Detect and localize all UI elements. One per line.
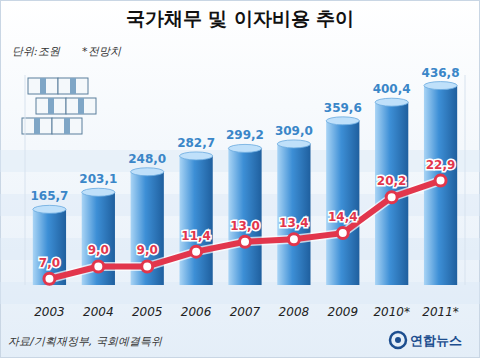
bar-cap bbox=[33, 205, 66, 213]
line-label: 13,0 bbox=[230, 219, 260, 233]
bar-cap bbox=[228, 144, 261, 152]
bar-label: 436,8 bbox=[422, 66, 460, 80]
source: 자료/기획재정부, 국회예결특위 bbox=[8, 335, 163, 348]
subtitle: 단위:조원 bbox=[12, 45, 61, 58]
money-band bbox=[70, 78, 76, 94]
bar bbox=[326, 121, 359, 285]
bar bbox=[179, 156, 212, 285]
background bbox=[0, 0, 480, 358]
money-band bbox=[40, 78, 46, 94]
line-marker bbox=[142, 261, 153, 272]
money-bundle bbox=[28, 78, 58, 94]
x-tick-label: 2004 bbox=[83, 305, 114, 319]
x-tick-label: 2010* bbox=[373, 305, 410, 319]
x-tick-label: 2008 bbox=[279, 305, 310, 319]
money-bundle bbox=[66, 98, 96, 114]
line-marker bbox=[288, 234, 299, 245]
stripe bbox=[0, 282, 480, 304]
bar-label: 282,7 bbox=[177, 136, 215, 150]
line-label: 13,4 bbox=[279, 216, 309, 230]
x-tick-label: 2003 bbox=[34, 305, 65, 319]
bar-label: 203,1 bbox=[79, 172, 117, 186]
x-tick-label: 2011* bbox=[422, 305, 459, 319]
bar-cap bbox=[375, 98, 408, 106]
bar-label: 359,6 bbox=[324, 101, 362, 115]
money-band bbox=[48, 98, 54, 114]
line bbox=[49, 181, 440, 279]
line-marker bbox=[191, 246, 202, 257]
bar-label: 400,4 bbox=[373, 82, 411, 96]
line-label: 20,2 bbox=[377, 174, 407, 188]
line-marker bbox=[386, 192, 397, 203]
line-label: 22,9 bbox=[426, 158, 456, 172]
money-band bbox=[78, 98, 84, 114]
logo-mark bbox=[390, 332, 406, 348]
border bbox=[1, 1, 480, 358]
line-label: 9,0 bbox=[137, 243, 158, 257]
bar-cap bbox=[277, 140, 310, 148]
money-bundle bbox=[52, 118, 82, 134]
y-axis-line bbox=[25, 75, 26, 285]
bar-cap bbox=[179, 152, 212, 160]
line-marker bbox=[240, 236, 251, 247]
bar-cap bbox=[326, 117, 359, 125]
line-marker bbox=[435, 175, 446, 186]
logo: 연합뉴스 bbox=[390, 332, 462, 348]
logo-dot bbox=[395, 337, 401, 343]
money-band bbox=[64, 118, 70, 134]
chart: 국가채무 및 이자비용 추이단위:조원 *전망치 165,7 203,1 248,0 28… bbox=[0, 0, 480, 358]
bar-cap bbox=[424, 82, 457, 90]
money-icon bbox=[22, 78, 96, 134]
bar-cap bbox=[82, 188, 115, 196]
line-marker bbox=[44, 273, 55, 284]
x-tick-label: 2007 bbox=[230, 305, 261, 319]
money-bundle bbox=[58, 78, 88, 94]
credit: 연합뉴스 bbox=[410, 333, 462, 348]
line-marker bbox=[337, 228, 348, 239]
bar-label: 165,7 bbox=[30, 189, 68, 203]
x-tick-label: 2009 bbox=[328, 305, 359, 319]
annotation: *전망치 bbox=[82, 45, 122, 58]
line-label: 14,4 bbox=[328, 210, 358, 224]
title: 국가채무 및 이자비용 추이 bbox=[126, 7, 355, 29]
x-tick-label: 2006 bbox=[181, 305, 212, 319]
line-label: 9,0 bbox=[88, 243, 109, 257]
bar-label: 248,0 bbox=[128, 152, 166, 166]
line-label: 7,0 bbox=[39, 256, 60, 270]
line-marker bbox=[93, 261, 104, 272]
money-bundle bbox=[36, 98, 66, 114]
lines bbox=[44, 175, 446, 284]
bar-label: 299,2 bbox=[226, 128, 264, 142]
data-labels: 165,7 203,1 248,0 282,7 299,2 309,0 359,6 400,4… bbox=[30, 66, 459, 270]
bar bbox=[228, 148, 261, 285]
bar bbox=[277, 144, 310, 285]
line-label: 11,4 bbox=[181, 229, 211, 243]
bars bbox=[33, 82, 457, 285]
y2-axis-line bbox=[465, 75, 466, 285]
x-tick-label: 2005 bbox=[132, 305, 163, 319]
money-band bbox=[34, 118, 40, 134]
bar-label: 309,0 bbox=[275, 124, 313, 138]
bar-cap bbox=[131, 168, 164, 176]
money-bundle bbox=[22, 118, 52, 134]
line-halo bbox=[49, 181, 440, 279]
